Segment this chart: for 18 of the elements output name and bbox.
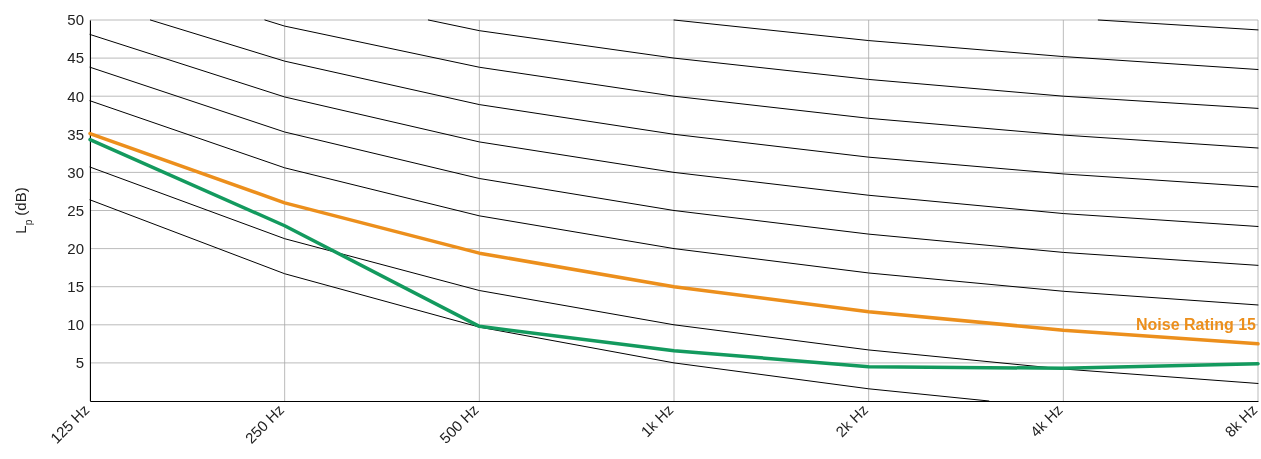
y-tick-label: 10 [67, 316, 84, 334]
y-tick-label: 25 [67, 201, 84, 219]
y-tick-label: 35 [67, 125, 84, 143]
y-tick-label: 40 [67, 87, 84, 105]
series-label: Noise Rating 15 [1135, 315, 1257, 333]
y-tick-label: 5 [75, 354, 84, 372]
x-tick-label: 125 Hz [46, 400, 93, 447]
y-tick-label: 15 [67, 278, 84, 295]
x-tick-label: 1k Hz [637, 400, 677, 441]
x-tick-label: 8k Hz [1221, 400, 1261, 441]
y-tick-label: 30 [67, 163, 84, 181]
y-tick-label: 45 [67, 49, 84, 67]
x-tick-label: 250 Hz [241, 400, 288, 447]
y-tick-label: 20 [67, 239, 84, 257]
x-tick-label: 2k Hz [831, 400, 872, 441]
x-tick-label: 4k Hz [1026, 400, 1066, 441]
y-tick-label: 50 [67, 11, 84, 29]
x-tick-label: 500 Hz [436, 400, 482, 447]
